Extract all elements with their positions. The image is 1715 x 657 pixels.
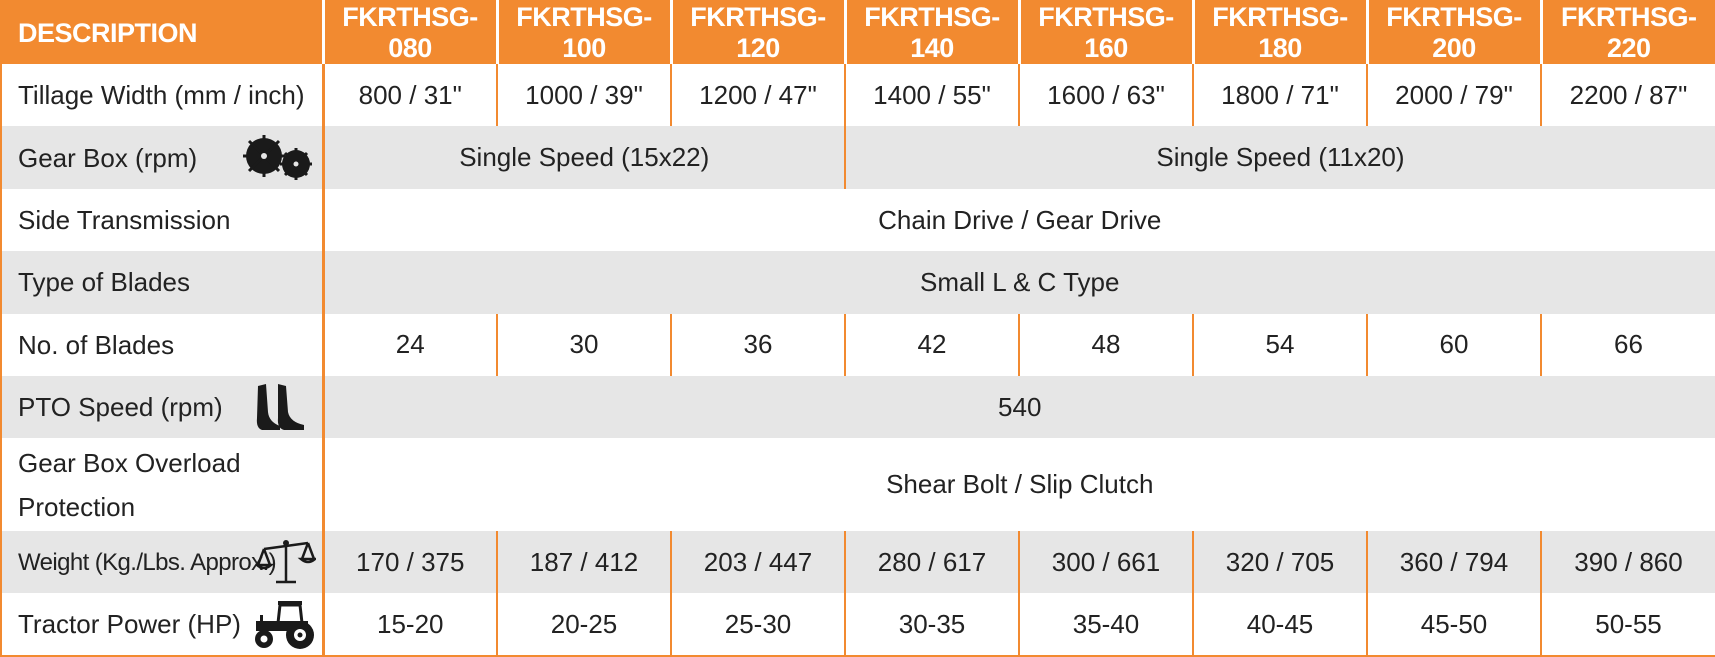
- header-row: DESCRIPTION FKRTHSG-080 FKRTHSG-100 FKRT…: [1, 1, 1715, 64]
- table-cell: 42: [845, 313, 1020, 377]
- tractor-icon: [254, 601, 314, 650]
- row-side-transmission: Side Transmission Chain Drive / Gear Dri…: [1, 188, 1715, 252]
- header-model: FKRTHSG-140: [845, 1, 1021, 64]
- row-tractor-power: Tractor Power (HP) 15-20: [1, 593, 1715, 656]
- row-label: Weight (Kg./Lbs. Approx.): [1, 531, 325, 594]
- row-label-text: Side Transmission: [18, 205, 231, 236]
- table-cell: 45-50: [1367, 593, 1542, 656]
- header-model: FKRTHSG-160: [1019, 1, 1195, 64]
- gears-icon: [242, 134, 312, 180]
- table-cell: 20-25: [497, 593, 672, 656]
- table-cell: 170 / 375: [323, 531, 498, 594]
- row-label-text: Gear Box (rpm): [18, 142, 198, 173]
- header-model: FKRTHSG-220: [1541, 1, 1715, 64]
- row-label-text: Type of Blades: [18, 267, 190, 298]
- row-label-text: Tillage Width (mm / inch): [18, 80, 305, 111]
- table-cell: 300 / 661: [1019, 531, 1194, 594]
- row-label-text: No. of Blades: [18, 329, 175, 360]
- row-label: Gear Box Overload Protection: [1, 438, 325, 532]
- table-cell: 203 / 447: [671, 531, 846, 594]
- row-label-text: PTO Speed (rpm): [18, 392, 223, 423]
- table-cell: 1200 / 47": [671, 64, 846, 127]
- table-cell: 1400 / 55": [845, 64, 1020, 127]
- row-label-text: Weight (Kg./Lbs. Approx.): [18, 549, 277, 577]
- table-cell: 15-20: [323, 593, 498, 656]
- header-description: DESCRIPTION: [1, 1, 325, 64]
- table-cell: 50-55: [1541, 593, 1715, 656]
- row-label: Side Transmission: [1, 188, 325, 252]
- table-cell: Single Speed (15x22): [323, 126, 846, 189]
- table-cell: 60: [1367, 313, 1542, 377]
- table-cell: 54: [1193, 313, 1368, 377]
- table-cell: 2000 / 79": [1367, 64, 1542, 127]
- row-pto-speed: PTO Speed (rpm) 540: [1, 376, 1715, 439]
- header-model: FKRTHSG-180: [1193, 1, 1369, 64]
- row-weight: Weight (Kg./Lbs. Approx.) 170 / 375 187: [1, 531, 1715, 594]
- table-cell: 24: [323, 313, 498, 377]
- row-label-line: Gear Box Overload: [18, 447, 241, 478]
- row-gear-box: Gear Box (rpm): [1, 126, 1715, 189]
- table-cell: 320 / 705: [1193, 531, 1368, 594]
- table-cell: 360 / 794: [1367, 531, 1542, 594]
- table-cell: 1600 / 63": [1019, 64, 1194, 127]
- table-cell: 25-30: [671, 593, 846, 656]
- table-cell: 390 / 860: [1541, 531, 1715, 594]
- table-cell: 35-40: [1019, 593, 1194, 656]
- table-cell: Shear Bolt / Slip Clutch: [323, 438, 1715, 532]
- table-cell: 66: [1541, 313, 1715, 377]
- table-cell: 30-35: [845, 593, 1020, 656]
- row-overload-protection: Gear Box Overload Protection Shear Bolt …: [1, 438, 1715, 532]
- table-cell: Single Speed (11x20): [845, 126, 1715, 189]
- table-cell: 48: [1019, 313, 1194, 377]
- table-cell: 540: [323, 376, 1715, 439]
- row-label-text: Tractor Power (HP): [18, 609, 241, 640]
- header-model: FKRTHSG-100: [497, 1, 673, 64]
- header-model: FKRTHSG-200: [1367, 1, 1543, 64]
- header-model: FKRTHSG-080: [323, 1, 499, 64]
- row-no-of-blades: No. of Blades 24 30 36 42 48 54 60 66: [1, 313, 1715, 377]
- table-cell: 40-45: [1193, 593, 1368, 656]
- table-cell: 280 / 617: [845, 531, 1020, 594]
- table-cell: 800 / 31": [323, 64, 498, 127]
- row-label: Gear Box (rpm): [1, 126, 325, 189]
- table-cell: Small L & C Type: [323, 251, 1715, 314]
- table-cell: 36: [671, 313, 846, 377]
- table-cell: Chain Drive / Gear Drive: [323, 188, 1715, 252]
- row-label: Type of Blades: [1, 251, 325, 314]
- row-label: PTO Speed (rpm): [1, 376, 325, 439]
- scale-icon: [255, 540, 316, 584]
- table-cell: 1000 / 39": [497, 64, 672, 127]
- row-tillage-width: Tillage Width (mm / inch) 800 / 31" 1000…: [1, 64, 1715, 127]
- table-cell: 30: [497, 313, 672, 377]
- header-model: FKRTHSG-120: [671, 1, 847, 64]
- table-cell: 187 / 412: [497, 531, 672, 594]
- row-type-of-blades: Type of Blades Small L & C Type: [1, 251, 1715, 314]
- row-label: No. of Blades: [1, 313, 325, 377]
- blades-icon: [256, 384, 304, 431]
- row-label-line: Protection: [18, 491, 136, 522]
- table-cell: 2200 / 87": [1541, 64, 1715, 127]
- row-label: Tractor Power (HP): [1, 593, 325, 656]
- row-label: Tillage Width (mm / inch): [1, 64, 325, 127]
- table-cell: 1800 / 71": [1193, 64, 1368, 127]
